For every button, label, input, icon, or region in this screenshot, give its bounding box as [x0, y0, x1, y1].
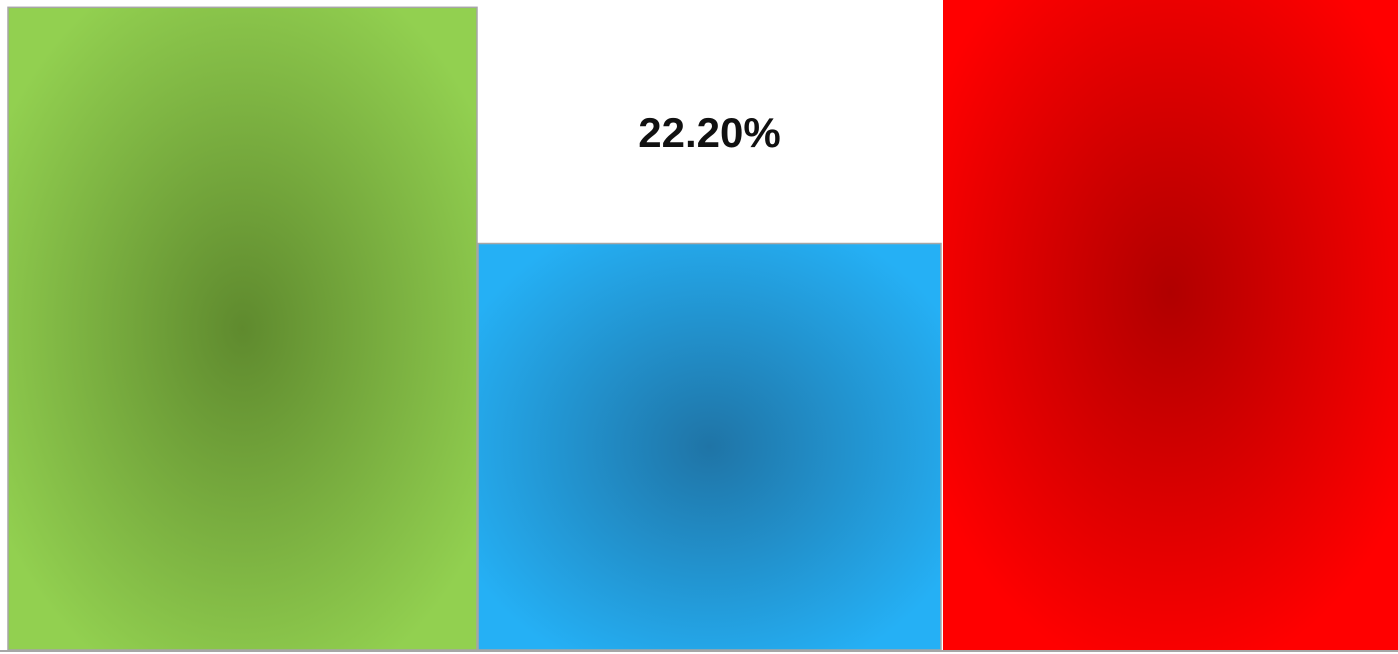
bar — [943, 0, 1398, 650]
data-label: 22.20% — [638, 109, 780, 156]
bar — [477, 242, 942, 651]
bar — [7, 6, 478, 651]
